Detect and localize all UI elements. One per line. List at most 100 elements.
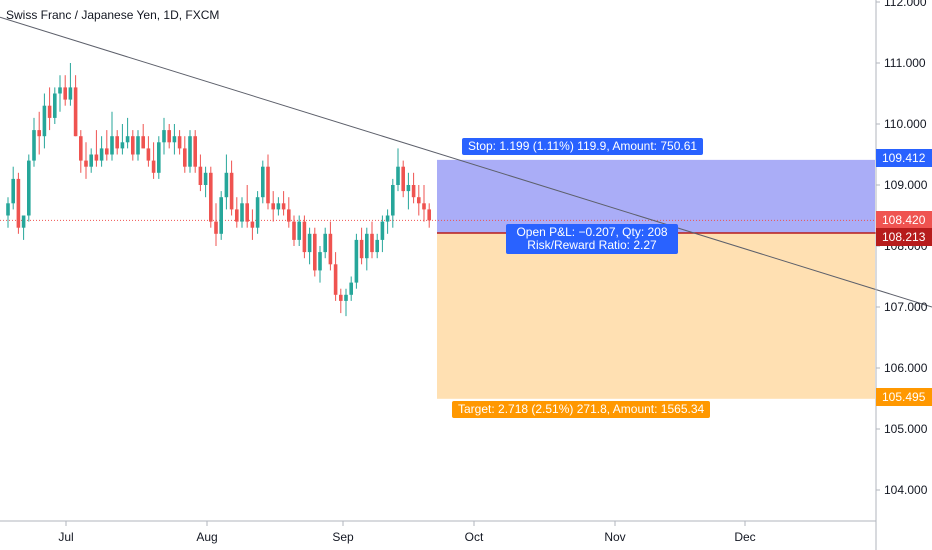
candle-body (198, 166, 203, 185)
candle (115, 130, 119, 155)
candle-body (354, 239, 359, 283)
candle-body (266, 166, 270, 204)
target-zone[interactable] (437, 233, 875, 399)
candle-body (417, 197, 421, 204)
candle (11, 166, 15, 210)
candle (313, 227, 317, 277)
candle (302, 215, 307, 259)
candle-body (162, 130, 166, 143)
candle (79, 130, 83, 173)
trend-line[interactable] (0, 16, 932, 308)
candle-body (167, 130, 171, 143)
pnl-text: Open P&L: −0.207, Qty: 208 (516, 225, 668, 239)
y-tick-label: 107.000 (884, 300, 928, 314)
candle (47, 87, 52, 131)
candle-body (297, 221, 301, 240)
candle (406, 172, 411, 210)
candle-body (292, 221, 296, 240)
time-axis[interactable]: Jul Aug Sep Oct Nov Dec (58, 521, 756, 544)
candle-body (240, 203, 244, 222)
candle (307, 227, 312, 265)
candle (240, 197, 244, 228)
candle (401, 160, 405, 198)
candle-body (328, 233, 333, 265)
candle-body (37, 130, 41, 137)
y-tick-label: 105.000 (884, 422, 928, 436)
candle (266, 154, 270, 210)
candle (333, 252, 338, 301)
candle-body (339, 294, 343, 301)
candle-body (58, 87, 62, 94)
candle (141, 124, 145, 149)
candle-body (250, 221, 255, 228)
candle-body (229, 172, 234, 210)
candle (359, 227, 364, 265)
candle (172, 124, 177, 155)
candle-body (53, 93, 57, 118)
x-tick-label: Aug (196, 530, 217, 544)
candle-body (287, 209, 291, 222)
candle-body (99, 148, 104, 161)
candle-body (193, 136, 197, 167)
candle-body (271, 203, 275, 210)
candle (292, 215, 296, 246)
candle (146, 136, 151, 167)
candle (380, 215, 385, 253)
candle-body (84, 160, 88, 167)
candle (120, 124, 125, 155)
candle (396, 148, 400, 192)
candle (188, 130, 192, 173)
candle (365, 227, 369, 271)
candle-body (391, 185, 395, 216)
candle-body (323, 233, 327, 253)
candle-body (214, 221, 218, 234)
candle (6, 197, 10, 228)
candle (42, 93, 47, 149)
symbol-title: Swiss Franc / Japanese Yen, 1D, FXCM (6, 8, 220, 22)
candle-body (359, 239, 364, 259)
candle (125, 117, 130, 149)
candle (219, 191, 223, 240)
candle-body (151, 160, 156, 173)
current-price-tag: 108.420 (876, 211, 932, 229)
candle (318, 246, 322, 283)
candle-body (302, 221, 307, 253)
candle-body (42, 105, 47, 137)
candle (411, 172, 416, 204)
y-tick-label: 104.000 (884, 483, 928, 497)
candle (167, 124, 171, 149)
x-tick-label: Nov (604, 530, 625, 544)
stop-zone[interactable] (437, 159, 875, 234)
candle-body (27, 160, 31, 216)
candle-body (136, 136, 140, 155)
candle-body (385, 215, 390, 222)
candle (427, 203, 431, 228)
candle-body (146, 148, 151, 161)
candle (63, 75, 67, 106)
entry-price-tag: 108.213 (876, 228, 932, 246)
candle-body (63, 87, 67, 100)
candle (328, 221, 333, 271)
candle-body (276, 203, 281, 210)
candle-body (281, 203, 286, 210)
candle-body (380, 221, 385, 240)
candle (323, 227, 327, 259)
candle-body (177, 136, 182, 149)
candle (84, 142, 88, 179)
x-tick-label: Sep (332, 530, 354, 544)
candle (151, 142, 156, 179)
candle-body (245, 203, 249, 222)
candle (261, 160, 265, 204)
candle-body (6, 203, 10, 216)
candle (276, 197, 281, 216)
candle (224, 154, 229, 210)
x-tick-label: Jul (58, 530, 73, 544)
candle (16, 172, 21, 234)
candles-layer (6, 63, 431, 317)
ratio-text: Risk/Reward Ratio: 2.27 (527, 238, 657, 252)
candle-body (47, 105, 52, 118)
x-tick-label: Oct (465, 530, 484, 544)
candle-body (255, 197, 260, 228)
candle-body (68, 87, 73, 100)
